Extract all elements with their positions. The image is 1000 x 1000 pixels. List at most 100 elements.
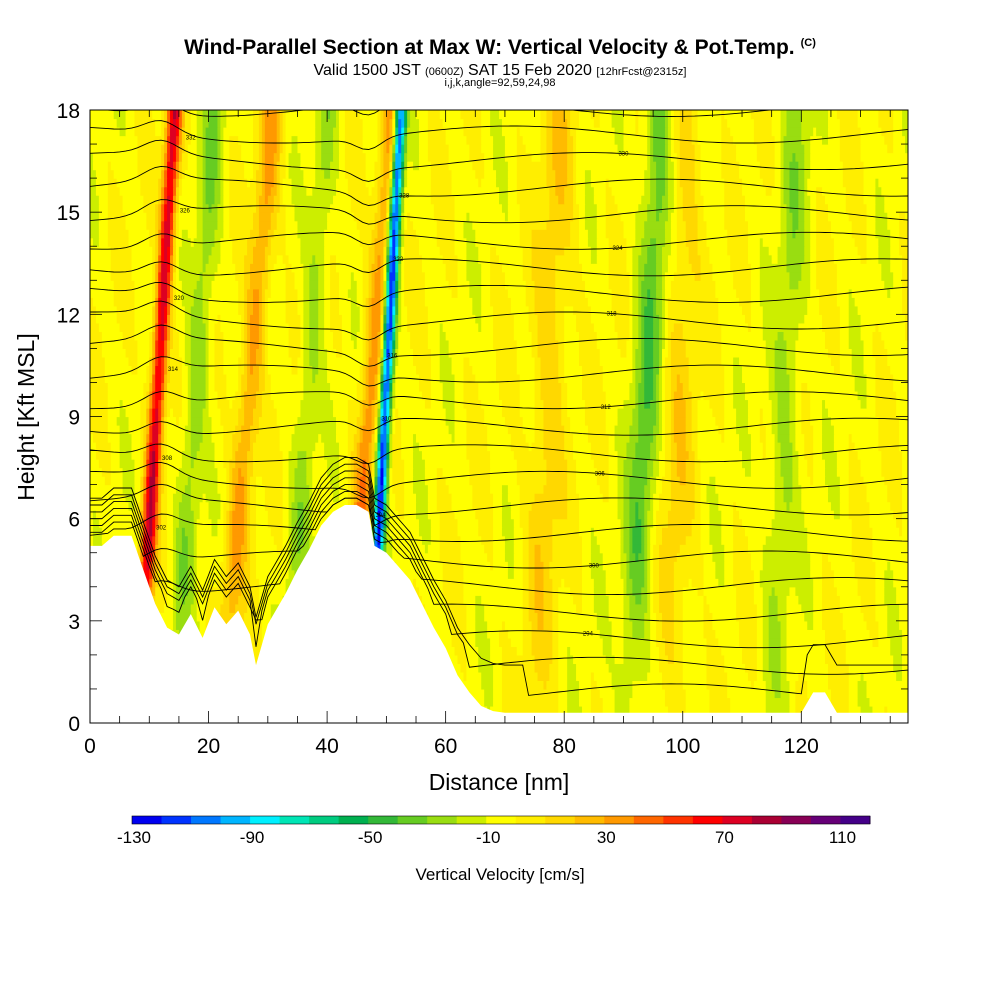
velocity-cell bbox=[255, 476, 263, 486]
velocity-cell bbox=[155, 314, 159, 324]
velocity-cell bbox=[768, 365, 776, 375]
velocity-cell bbox=[510, 297, 527, 307]
velocity-cell bbox=[380, 527, 385, 537]
velocity-cell bbox=[822, 186, 847, 196]
velocity-cell bbox=[724, 365, 734, 375]
velocity-cell bbox=[715, 629, 740, 639]
velocity-cell bbox=[232, 544, 242, 554]
velocity-cell bbox=[175, 586, 183, 596]
velocity-cell bbox=[759, 416, 764, 426]
velocity-cell bbox=[786, 237, 805, 247]
velocity-cell bbox=[436, 493, 453, 503]
velocity-cell bbox=[558, 586, 571, 596]
velocity-cell bbox=[300, 407, 334, 418]
velocity-cell bbox=[247, 535, 251, 545]
velocity-cell bbox=[172, 569, 177, 579]
velocity-cell bbox=[522, 271, 533, 281]
velocity-cell bbox=[374, 493, 379, 503]
velocity-cell bbox=[401, 322, 408, 332]
velocity-cell bbox=[300, 314, 304, 324]
velocity-cell bbox=[98, 195, 109, 205]
velocity-cell bbox=[534, 382, 542, 392]
velocity-cell bbox=[158, 212, 162, 222]
velocity-cell bbox=[392, 399, 396, 409]
velocity-cell bbox=[662, 680, 684, 690]
velocity-cell bbox=[682, 671, 708, 682]
velocity-cell bbox=[570, 237, 580, 247]
velocity-cell bbox=[662, 288, 666, 298]
velocity-cell bbox=[590, 305, 613, 315]
velocity-cell bbox=[158, 399, 162, 409]
velocity-cell bbox=[362, 348, 367, 358]
velocity-cell bbox=[90, 501, 130, 511]
velocity-cell bbox=[626, 254, 633, 264]
velocity-cell bbox=[650, 399, 657, 409]
velocity-cell bbox=[267, 271, 272, 281]
velocity-cell bbox=[848, 297, 856, 307]
velocity-cell bbox=[416, 501, 429, 511]
velocity-cell bbox=[724, 399, 734, 409]
velocity-cell bbox=[152, 271, 156, 281]
velocity-cell bbox=[635, 552, 639, 562]
velocity-cell bbox=[629, 569, 645, 579]
velocity-cell bbox=[617, 416, 633, 426]
velocity-cell bbox=[250, 365, 254, 375]
velocity-cell bbox=[558, 663, 568, 673]
velocity-cell bbox=[350, 271, 355, 281]
velocity-cell bbox=[484, 697, 494, 707]
velocity-cell bbox=[478, 382, 500, 392]
velocity-cell bbox=[543, 416, 562, 426]
velocity-cell bbox=[454, 510, 476, 520]
velocity-cell bbox=[546, 220, 571, 230]
velocity-cell bbox=[887, 493, 903, 503]
velocity-cell bbox=[549, 195, 559, 205]
velocity-cell bbox=[220, 569, 227, 579]
velocity-cell bbox=[404, 288, 426, 298]
velocity-cell bbox=[232, 450, 236, 460]
velocity-cell bbox=[528, 586, 536, 596]
velocity-cell bbox=[161, 390, 165, 401]
velocity-cell bbox=[768, 620, 782, 630]
velocity-cell bbox=[380, 297, 385, 307]
velocity-cell bbox=[490, 705, 503, 716]
velocity-cell bbox=[733, 518, 743, 528]
velocity-cell bbox=[564, 246, 580, 256]
velocity-cell bbox=[848, 450, 859, 460]
velocity-cell bbox=[178, 416, 189, 426]
velocity-cell bbox=[247, 476, 251, 486]
velocity-cell bbox=[454, 390, 465, 401]
velocity-cell bbox=[744, 203, 782, 213]
velocity-cell bbox=[161, 484, 165, 494]
velocity-cell bbox=[688, 373, 725, 384]
chart-subtitle: Valid 1500 JST (0600Z) SAT 15 Feb 2020 [… bbox=[313, 62, 687, 79]
velocity-cell bbox=[380, 348, 385, 358]
velocity-cell bbox=[605, 416, 619, 426]
velocity-cell bbox=[285, 578, 296, 588]
velocity-cell bbox=[810, 416, 823, 426]
velocity-cell bbox=[350, 322, 361, 332]
velocity-cell bbox=[395, 246, 399, 256]
velocity-cell bbox=[771, 586, 776, 596]
velocity-cell bbox=[774, 459, 782, 469]
velocity-cell bbox=[250, 501, 257, 511]
velocity-cell bbox=[635, 348, 642, 358]
velocity-cell bbox=[851, 356, 865, 367]
velocity-cell bbox=[590, 527, 595, 537]
velocity-cell bbox=[303, 178, 316, 188]
velocity-cell bbox=[507, 561, 515, 571]
velocity-cell bbox=[664, 646, 675, 656]
velocity-cell bbox=[724, 544, 734, 554]
velocity-cell bbox=[466, 254, 479, 264]
velocity-cell bbox=[579, 348, 601, 358]
velocity-cell bbox=[152, 535, 156, 545]
velocity-cell bbox=[318, 288, 325, 298]
velocity-cell bbox=[250, 433, 257, 443]
velocity-cell bbox=[430, 629, 453, 639]
velocity-cell bbox=[161, 271, 168, 281]
velocity-cell bbox=[795, 390, 802, 401]
velocity-cell bbox=[335, 263, 364, 273]
velocity-cell bbox=[682, 595, 705, 605]
velocity-cell bbox=[780, 237, 788, 247]
velocity-cell bbox=[152, 578, 156, 588]
velocity-cell bbox=[581, 603, 595, 613]
